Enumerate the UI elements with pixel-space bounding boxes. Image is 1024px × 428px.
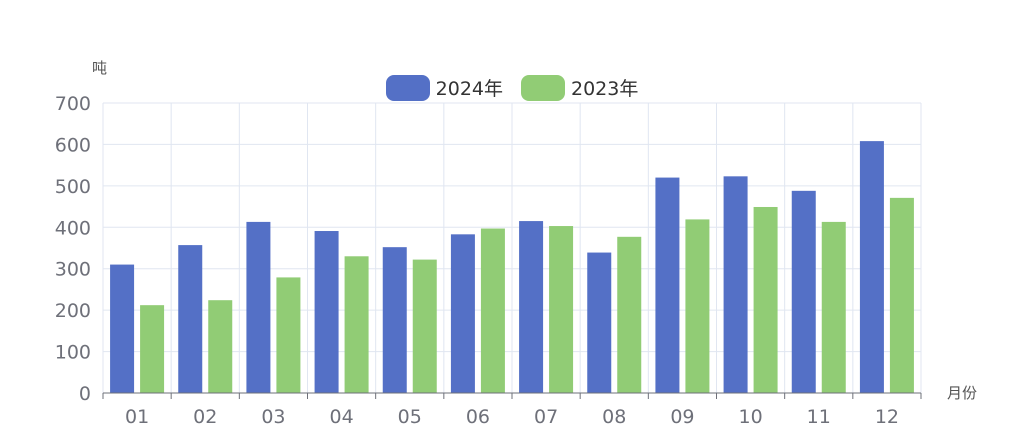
legend-item-2023[interactable]: 2023年 [521, 74, 638, 101]
bar-2023-01 [140, 305, 165, 393]
legend-swatch-2023 [521, 74, 565, 101]
bar-2023-07 [549, 226, 574, 393]
bar-2024-07 [519, 221, 544, 393]
x-tick-label: 10 [738, 406, 762, 428]
x-tick-label: 09 [670, 406, 694, 428]
y-tick-label: 500 [55, 176, 91, 198]
bar-2023-04 [344, 256, 369, 393]
bar-2024-04 [314, 231, 339, 393]
y-tick-label: 200 [55, 300, 91, 322]
y-axis-unit-label: 吨 [92, 59, 108, 77]
bar-2024-11 [791, 190, 816, 393]
y-tick-label: 0 [79, 383, 91, 405]
bar-2024-05 [382, 247, 407, 393]
x-axis-unit-label: 月份 [947, 384, 978, 402]
x-tick-label: 12 [875, 406, 899, 428]
chart-legend: 2024年 2023年 [0, 74, 1024, 101]
bar-2024-03 [246, 221, 271, 393]
bar-2024-01 [110, 264, 135, 393]
x-tick-label: 03 [261, 406, 285, 428]
x-tick-label: 02 [193, 406, 217, 428]
bar-2023-02 [208, 300, 233, 393]
bar-2023-05 [412, 259, 437, 393]
y-tick-label: 600 [55, 134, 91, 156]
legend-item-2024[interactable]: 2024年 [385, 74, 503, 101]
y-tick-label: 400 [55, 217, 91, 239]
legend-swatch-2024 [385, 74, 430, 101]
bar-2024-12 [859, 141, 884, 393]
x-tick-label: 06 [466, 406, 490, 428]
y-tick-label: 100 [55, 342, 91, 364]
y-tick-label: 700 [55, 93, 91, 115]
legend-label-2023: 2023年 [571, 78, 639, 100]
x-tick-label: 04 [329, 406, 353, 428]
bar-2024-06 [450, 234, 475, 393]
bar-2024-08 [587, 252, 612, 393]
bar-2023-10 [753, 206, 778, 393]
bar-2024-10 [723, 176, 748, 393]
bar-2024-09 [655, 177, 680, 393]
x-tick-label: 08 [602, 406, 626, 428]
x-tick-label: 11 [807, 406, 831, 428]
x-tick-label: 01 [125, 406, 149, 428]
bar-2023-09 [685, 219, 710, 393]
x-tick-label: 05 [398, 406, 422, 428]
bar-2023-06 [480, 228, 505, 393]
x-tick-label: 07 [534, 406, 558, 428]
bar-2024-02 [178, 245, 203, 393]
bar-2023-11 [821, 221, 846, 393]
bar-2023-03 [276, 277, 301, 393]
legend-label-2024: 2024年 [435, 78, 503, 100]
bar-2023-12 [889, 197, 914, 393]
y-tick-label: 300 [55, 259, 91, 281]
bar-2023-08 [617, 236, 642, 393]
